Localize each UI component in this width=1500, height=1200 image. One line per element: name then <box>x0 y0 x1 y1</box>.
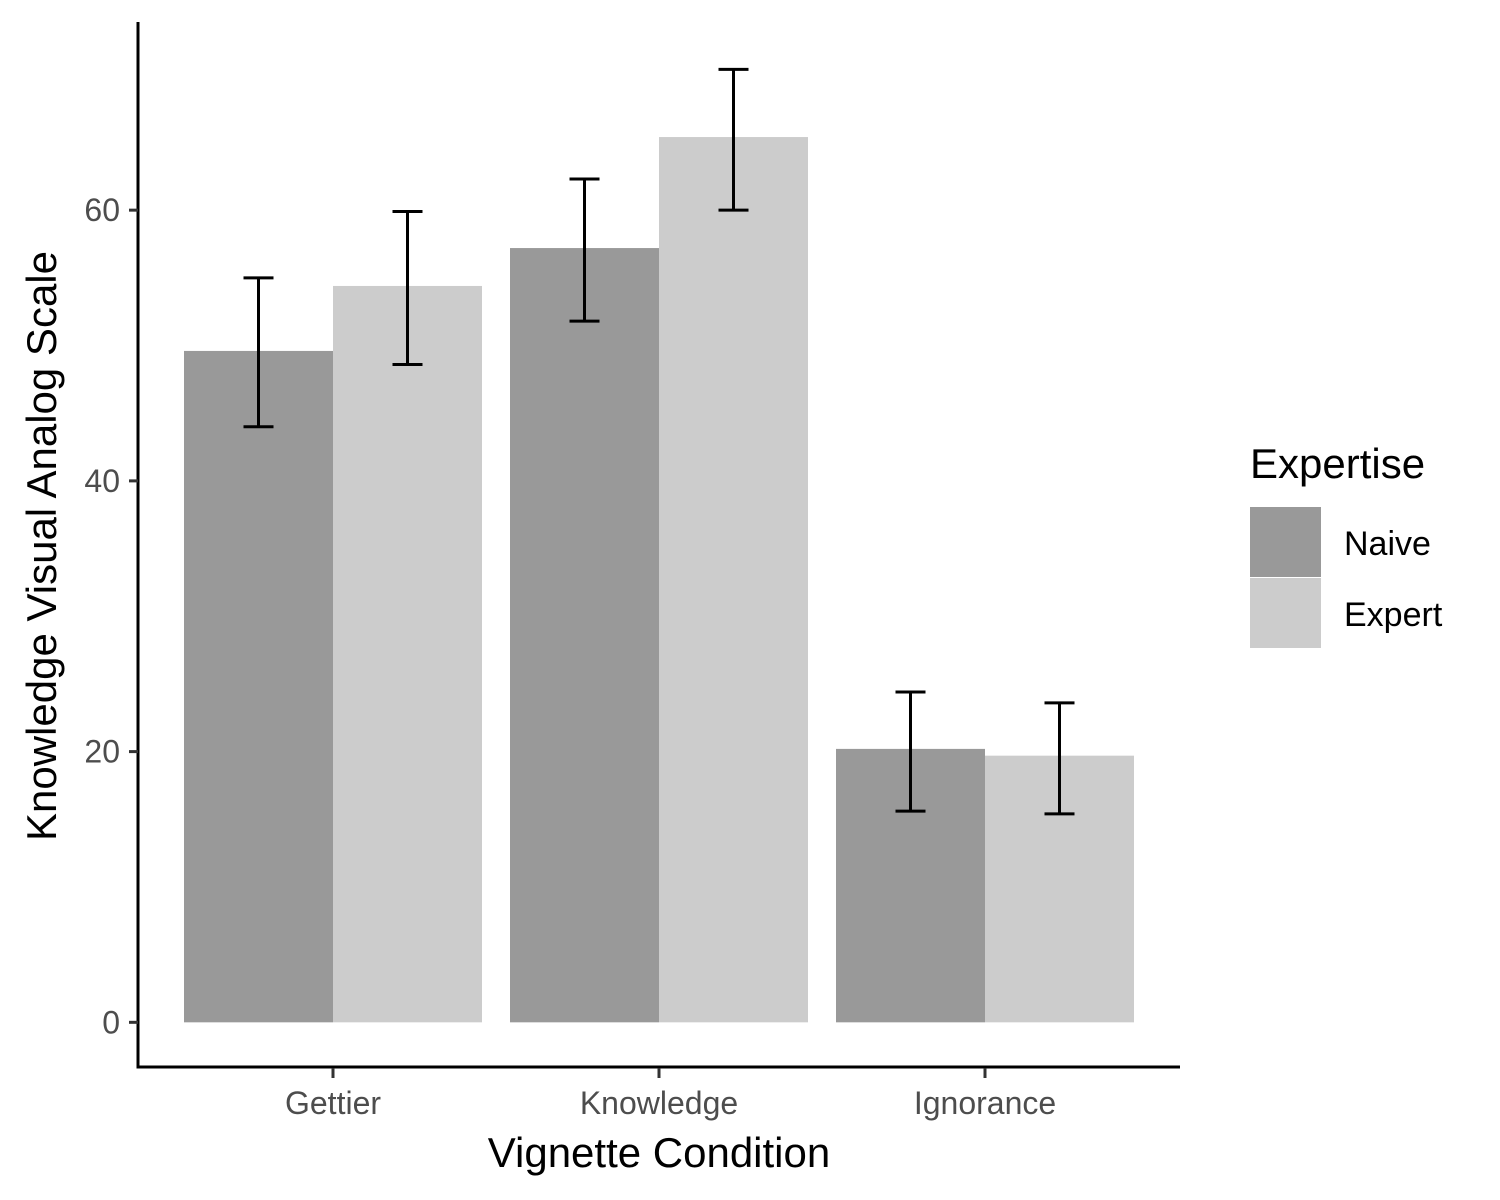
legend-items: Naive Expert <box>1250 507 1443 648</box>
bars-layer <box>184 137 1134 1023</box>
bar-gettier-naive <box>184 350 333 1023</box>
error-bar-ignorance-naive <box>895 690 926 813</box>
y-ticks-layer: 0 20 40 60 <box>84 192 138 1040</box>
error-bar-knowledge-naive <box>569 177 600 323</box>
y-axis-title: Knowledge Visual Analog Scale <box>18 251 65 841</box>
bar-knowledge-expert <box>659 137 808 1023</box>
legend-label-expert: Expert <box>1344 596 1443 634</box>
error-bar-knowledge-expert <box>718 67 749 212</box>
legend-item-expert: Expert <box>1250 578 1443 648</box>
x-tick-label-ignorance: Ignorance <box>914 1085 1056 1121</box>
x-tick-label-gettier: Gettier <box>285 1085 381 1121</box>
axes-layer <box>136 22 1180 1069</box>
error-bars-layer <box>243 67 1075 816</box>
error-bar-ignorance-expert <box>1044 701 1075 816</box>
y-tick-label: 60 <box>84 192 120 228</box>
legend-key-naive <box>1250 507 1321 577</box>
legend: Expertise Naive Expert <box>1250 440 1443 648</box>
y-tick-label: 0 <box>102 1004 120 1040</box>
x-tick-label-knowledge: Knowledge <box>580 1085 738 1121</box>
error-bar-gettier-naive <box>243 276 274 429</box>
legend-key-expert <box>1250 578 1321 648</box>
error-bar-gettier-expert <box>392 210 423 366</box>
bar-gettier-expert <box>333 285 482 1023</box>
legend-item-naive: Naive <box>1250 507 1431 577</box>
legend-label-naive: Naive <box>1344 525 1431 563</box>
y-tick-label: 40 <box>84 463 120 499</box>
bar-knowledge-naive <box>510 248 659 1023</box>
x-ticks-layer: Gettier Knowledge Ignorance <box>285 1068 1056 1121</box>
x-axis-title: Vignette Condition <box>488 1129 830 1176</box>
legend-title: Expertise <box>1250 440 1425 487</box>
y-tick-label: 20 <box>84 734 120 770</box>
